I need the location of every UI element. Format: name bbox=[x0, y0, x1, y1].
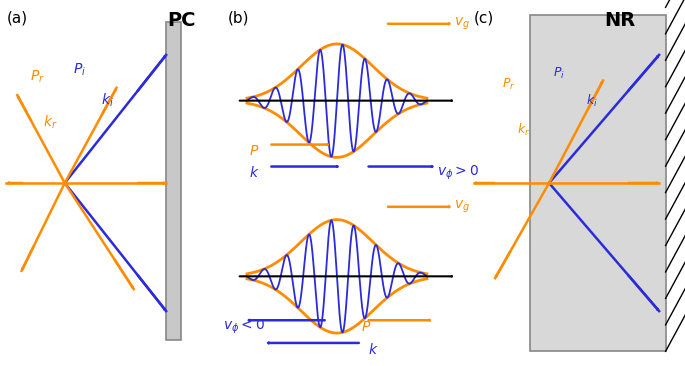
Text: (a): (a) bbox=[6, 11, 27, 26]
Text: k: k bbox=[369, 343, 377, 357]
Text: $v_\phi>0$: $v_\phi>0$ bbox=[436, 164, 479, 182]
Bar bbox=[166, 22, 182, 340]
Text: $v_g$: $v_g$ bbox=[453, 199, 470, 215]
Text: (c): (c) bbox=[473, 11, 494, 26]
Bar bbox=[530, 15, 666, 351]
Text: $P_i$: $P_i$ bbox=[553, 66, 565, 81]
Text: P: P bbox=[361, 320, 370, 334]
Text: $k_i$: $k_i$ bbox=[101, 92, 114, 109]
Text: $v_\phi<0$: $v_\phi<0$ bbox=[223, 318, 264, 336]
Text: $k_r$: $k_r$ bbox=[43, 114, 58, 131]
Text: (b): (b) bbox=[227, 11, 249, 26]
Text: P: P bbox=[249, 144, 258, 158]
Text: PC: PC bbox=[167, 11, 195, 30]
Text: k: k bbox=[249, 166, 258, 180]
Text: $P_r$: $P_r$ bbox=[30, 69, 45, 85]
Text: $k_r$: $k_r$ bbox=[516, 122, 530, 138]
Text: $P_r$: $P_r$ bbox=[501, 76, 515, 92]
Text: $v_g$: $v_g$ bbox=[453, 16, 470, 32]
Text: $P_i$: $P_i$ bbox=[73, 61, 86, 78]
Text: $k_i$: $k_i$ bbox=[586, 93, 597, 109]
Text: NR: NR bbox=[605, 11, 636, 30]
